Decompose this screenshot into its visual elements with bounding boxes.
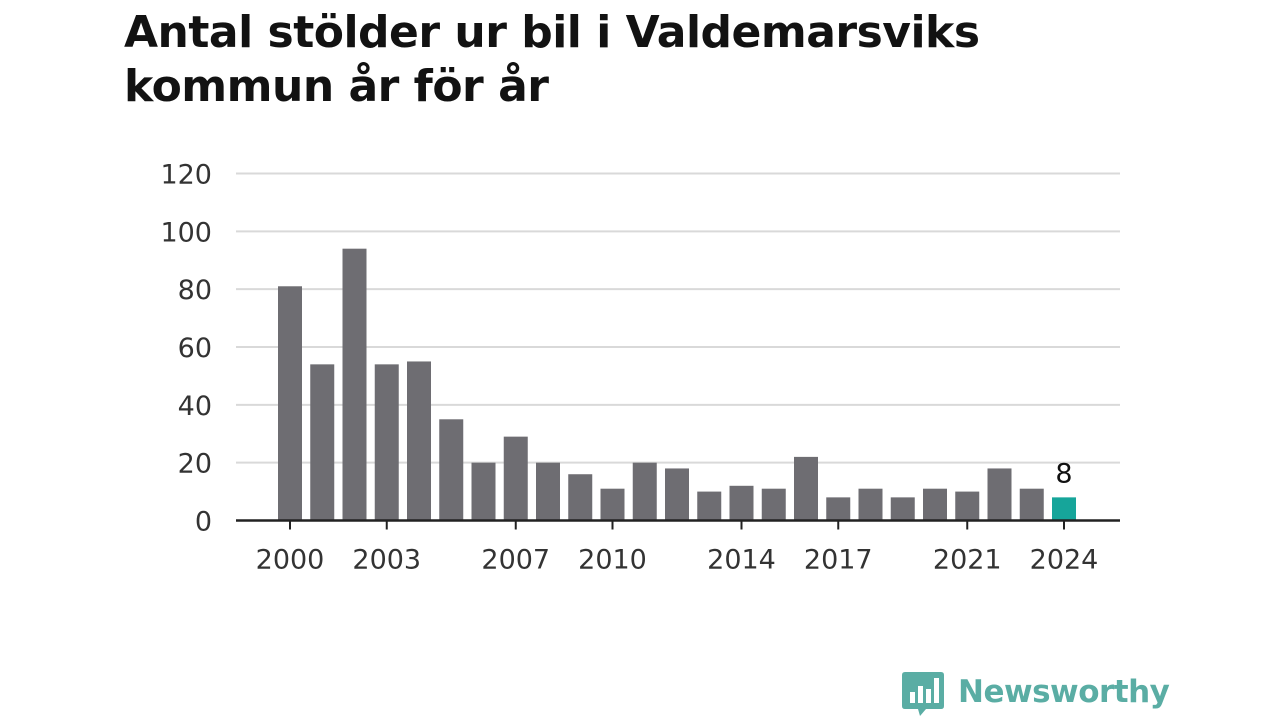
x-tick-label: 2024 — [1030, 545, 1099, 576]
x-tick-label: 2003 — [352, 545, 421, 576]
bar-2022 — [987, 468, 1012, 521]
bar-2004 — [407, 361, 431, 521]
bar-2023 — [1019, 488, 1044, 521]
chart-title-line-1: Antal stölder ur bil i Valdemarsviks — [124, 7, 980, 58]
bar-2009 — [568, 474, 593, 521]
bar-2019 — [890, 497, 915, 521]
bar-2020 — [923, 488, 947, 521]
bar-2021 — [955, 491, 980, 521]
newsworthy-logo: Newsworthy — [902, 670, 1170, 718]
brand-name: Newsworthy — [958, 674, 1170, 710]
bars — [278, 248, 1076, 521]
bar-2016 — [794, 456, 818, 521]
data-label-2024: 8 — [1055, 458, 1072, 489]
bar-2024 — [1052, 497, 1076, 521]
bar-2006 — [471, 462, 496, 521]
bar-chart: 0 20 40 60 80 100 120 2000 2003 2007 2010 2014 2017… — [160, 160, 1120, 576]
y-tick-label: 20 — [178, 449, 212, 480]
x-tick-label: 2014 — [707, 545, 776, 576]
bar-2002 — [342, 248, 367, 521]
x-axis-tick-labels: 2000 2003 2007 2010 2014 2017 2021 2024 — [256, 520, 1099, 576]
bar-2005 — [439, 419, 464, 521]
bar-2012 — [665, 468, 689, 521]
y-tick-label: 120 — [160, 160, 212, 191]
bar-2014 — [729, 485, 754, 521]
bar-2017 — [826, 497, 851, 521]
y-tick-label: 100 — [160, 217, 212, 248]
y-tick-label: 40 — [178, 391, 212, 422]
grid-lines — [236, 172, 1120, 464]
x-tick-label: 2021 — [933, 545, 1002, 576]
bar-2001 — [310, 364, 335, 521]
chart-title: Antal stölder ur bil i Valdemarsviks kom… — [124, 6, 1124, 114]
bar-2010 — [600, 488, 625, 521]
y-axis-tick-labels: 0 20 40 60 80 100 120 — [160, 160, 212, 538]
chart-title-line-2: kommun år för år — [124, 61, 549, 112]
x-tick-label: 2007 — [481, 545, 550, 576]
bar-2013 — [697, 491, 722, 521]
bar-2018 — [858, 488, 883, 521]
bar-2000 — [278, 286, 302, 521]
y-tick-label: 0 — [195, 507, 212, 538]
bar-2007 — [503, 436, 528, 521]
bar-2008 — [536, 462, 560, 521]
y-tick-label: 60 — [178, 333, 212, 364]
bar-2011 — [632, 462, 657, 521]
bar-2015 — [761, 488, 786, 521]
x-tick-label: 2010 — [578, 545, 647, 576]
y-tick-label: 80 — [178, 275, 212, 306]
bar-2003 — [374, 364, 399, 521]
chat-bubble-bar-chart-icon — [902, 672, 944, 716]
data-labels: 8 — [1055, 458, 1072, 489]
x-tick-label: 2017 — [804, 545, 873, 576]
x-tick-label: 2000 — [256, 545, 325, 576]
